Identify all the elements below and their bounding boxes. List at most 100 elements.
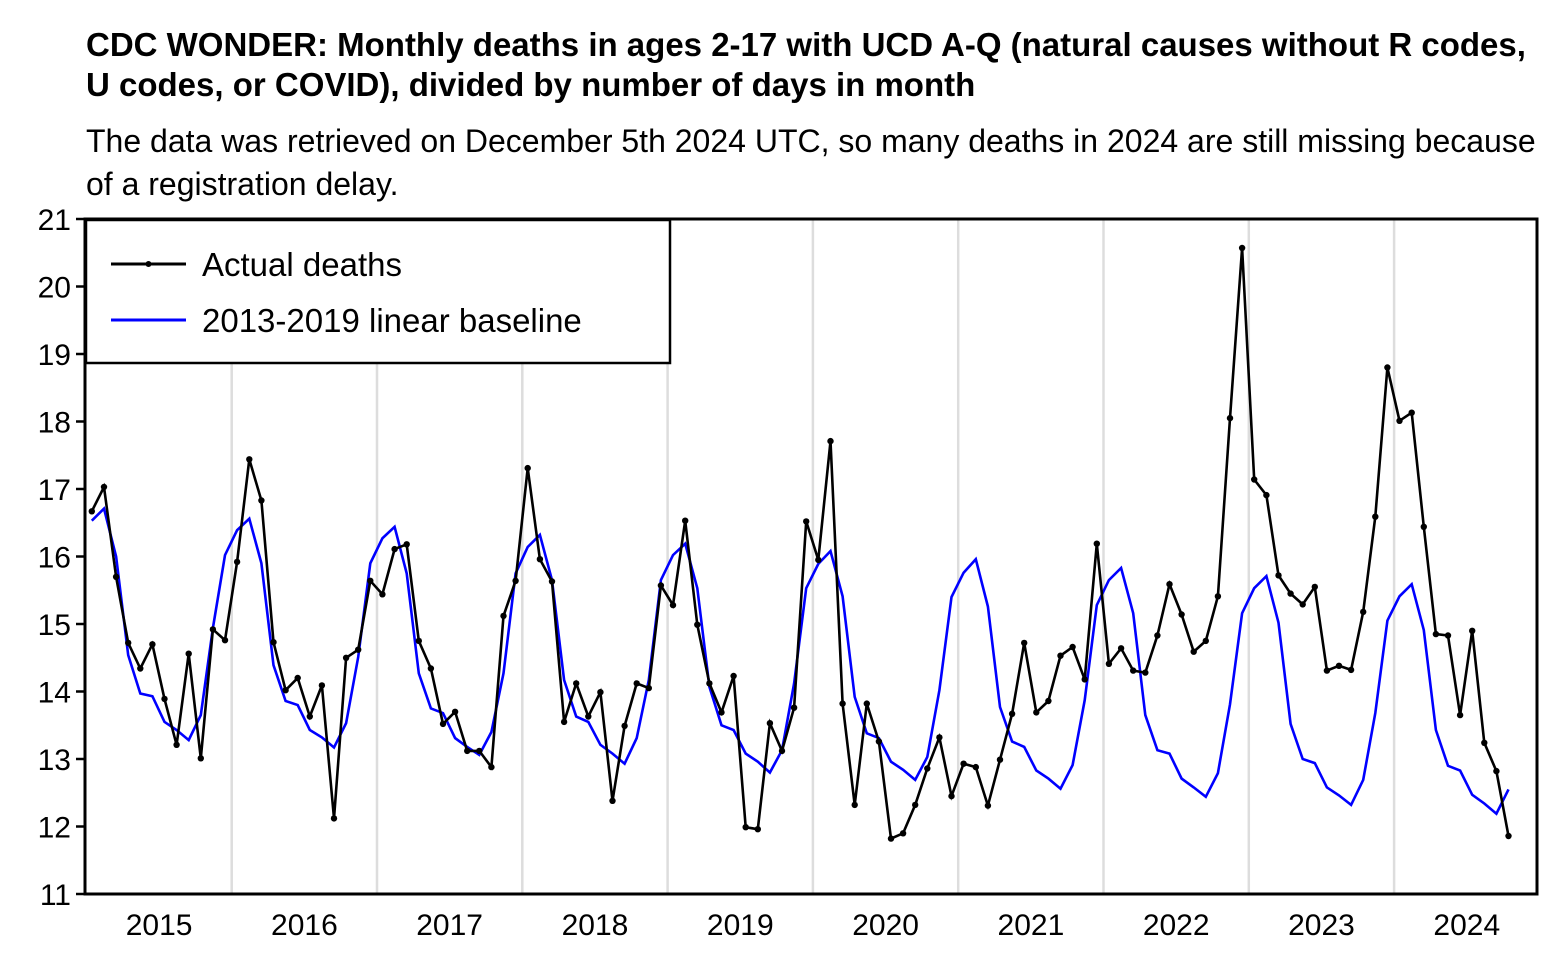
data-point-actual-deaths xyxy=(1226,414,1234,422)
data-point-actual-deaths xyxy=(209,626,217,633)
data-point-actual-deaths xyxy=(221,637,229,644)
x-tick-label: 2015 xyxy=(126,909,193,942)
data-point-actual-deaths xyxy=(451,708,459,715)
data-point-actual-deaths xyxy=(1045,697,1052,705)
chart-title: CDC WONDER: Monthly deaths in ages 2-17 … xyxy=(86,26,1526,103)
y-tick-label: 14 xyxy=(38,677,71,710)
data-point-actual-deaths xyxy=(403,541,410,548)
data-point-actual-deaths xyxy=(1081,676,1088,683)
data-point-actual-deaths xyxy=(924,765,931,772)
data-point-actual-deaths xyxy=(960,760,967,767)
legend-label-baseline: 2013-2019 linear baseline xyxy=(202,302,582,339)
data-point-actual-deaths xyxy=(875,738,883,745)
data-point-actual-deaths xyxy=(1456,711,1464,719)
data-point-actual-deaths xyxy=(1287,590,1294,597)
data-point-actual-deaths xyxy=(355,646,362,653)
y-tick-label: 21 xyxy=(38,204,71,237)
data-point-actual-deaths xyxy=(669,601,677,609)
data-point-actual-deaths xyxy=(500,612,507,620)
data-point-actual-deaths xyxy=(778,747,786,755)
legend-label-actual: Actual deaths xyxy=(202,246,402,283)
data-point-actual-deaths xyxy=(1493,767,1500,775)
data-point-actual-deaths xyxy=(379,591,386,598)
data-point-actual-deaths xyxy=(524,464,531,472)
y-tick-label: 20 xyxy=(38,272,71,305)
data-point-actual-deaths xyxy=(342,654,350,661)
data-point-actual-deaths xyxy=(367,577,374,584)
data-point-actual-deaths xyxy=(633,680,640,687)
data-point-actual-deaths xyxy=(330,815,338,822)
data-point-actual-deaths xyxy=(137,665,144,672)
data-point-actual-deaths xyxy=(1142,669,1149,676)
data-point-actual-deaths xyxy=(548,578,556,585)
data-point-actual-deaths xyxy=(1166,581,1173,588)
x-tick-label: 2024 xyxy=(1433,909,1500,942)
data-point-actual-deaths xyxy=(815,556,822,564)
x-axis: 2015 2016 2017 2018 2019 2020 2021 2022 2023 2024 xyxy=(126,909,1500,942)
x-tick-label: 2021 xyxy=(998,909,1065,942)
data-point-actual-deaths xyxy=(803,518,810,525)
data-point-actual-deaths xyxy=(1238,244,1246,252)
y-tick-label: 12 xyxy=(38,812,71,845)
data-point-actual-deaths xyxy=(1311,583,1319,591)
y-tick-label: 19 xyxy=(38,339,71,372)
x-tick-label: 2018 xyxy=(562,909,629,942)
data-point-actual-deaths xyxy=(464,747,471,755)
data-point-actual-deaths xyxy=(1093,540,1101,547)
data-point-actual-deaths xyxy=(657,582,665,589)
data-point-actual-deaths xyxy=(706,680,713,687)
data-point-actual-deaths xyxy=(185,650,192,657)
data-point-actual-deaths xyxy=(996,756,1004,763)
data-point-actual-deaths xyxy=(1117,645,1125,652)
data-point-actual-deaths xyxy=(1263,491,1270,499)
data-point-actual-deaths xyxy=(609,797,616,804)
data-point-actual-deaths xyxy=(1299,601,1306,608)
x-tick-label: 2019 xyxy=(707,909,774,942)
data-point-actual-deaths xyxy=(246,456,253,463)
data-point-actual-deaths xyxy=(536,556,544,563)
data-point-actual-deaths xyxy=(233,558,241,566)
data-point-actual-deaths xyxy=(1481,739,1488,746)
data-point-actual-deaths xyxy=(1020,639,1028,647)
data-point-actual-deaths xyxy=(1251,476,1258,483)
data-point-actual-deaths xyxy=(1347,666,1355,674)
y-tick-label: 17 xyxy=(38,474,71,507)
data-point-actual-deaths xyxy=(112,573,120,580)
data-point-actual-deaths xyxy=(899,830,907,837)
data-point-actual-deaths xyxy=(972,763,979,771)
data-point-actual-deaths xyxy=(1420,523,1428,530)
data-point-actual-deaths xyxy=(645,684,652,692)
x-tick-label: 2023 xyxy=(1288,909,1355,942)
data-point-actual-deaths xyxy=(1444,632,1452,639)
data-point-actual-deaths xyxy=(1033,709,1040,716)
legend-item-actual-deaths: Actual deaths xyxy=(111,246,402,283)
data-point-actual-deaths xyxy=(197,755,204,762)
data-point-actual-deaths xyxy=(318,682,326,689)
data-point-actual-deaths xyxy=(415,637,422,645)
data-point-actual-deaths xyxy=(1323,667,1331,674)
data-point-actual-deaths xyxy=(1069,643,1076,651)
data-point-actual-deaths xyxy=(936,734,943,741)
data-point-actual-deaths xyxy=(597,689,604,696)
data-point-actual-deaths xyxy=(270,639,277,646)
data-point-actual-deaths xyxy=(682,517,689,524)
data-point-actual-deaths xyxy=(100,483,108,491)
legend-marker-actual xyxy=(145,261,152,267)
data-point-actual-deaths xyxy=(948,792,955,800)
legend-item-baseline: 2013-2019 linear baseline xyxy=(111,302,582,339)
data-point-actual-deaths xyxy=(1130,667,1137,674)
data-point-actual-deaths xyxy=(742,824,749,831)
data-point-actual-deaths xyxy=(827,437,834,445)
data-point-actual-deaths xyxy=(621,722,628,730)
y-tick-label: 18 xyxy=(38,407,71,440)
data-point-actual-deaths xyxy=(585,713,592,720)
series-layer xyxy=(88,244,1512,842)
data-point-actual-deaths xyxy=(1275,572,1282,579)
data-point-actual-deaths xyxy=(88,508,96,515)
data-point-actual-deaths xyxy=(1178,611,1185,618)
legend-box xyxy=(84,218,672,365)
data-point-actual-deaths xyxy=(863,700,870,707)
data-point-actual-deaths xyxy=(1432,630,1440,638)
x-tick-label: 2020 xyxy=(852,909,919,942)
